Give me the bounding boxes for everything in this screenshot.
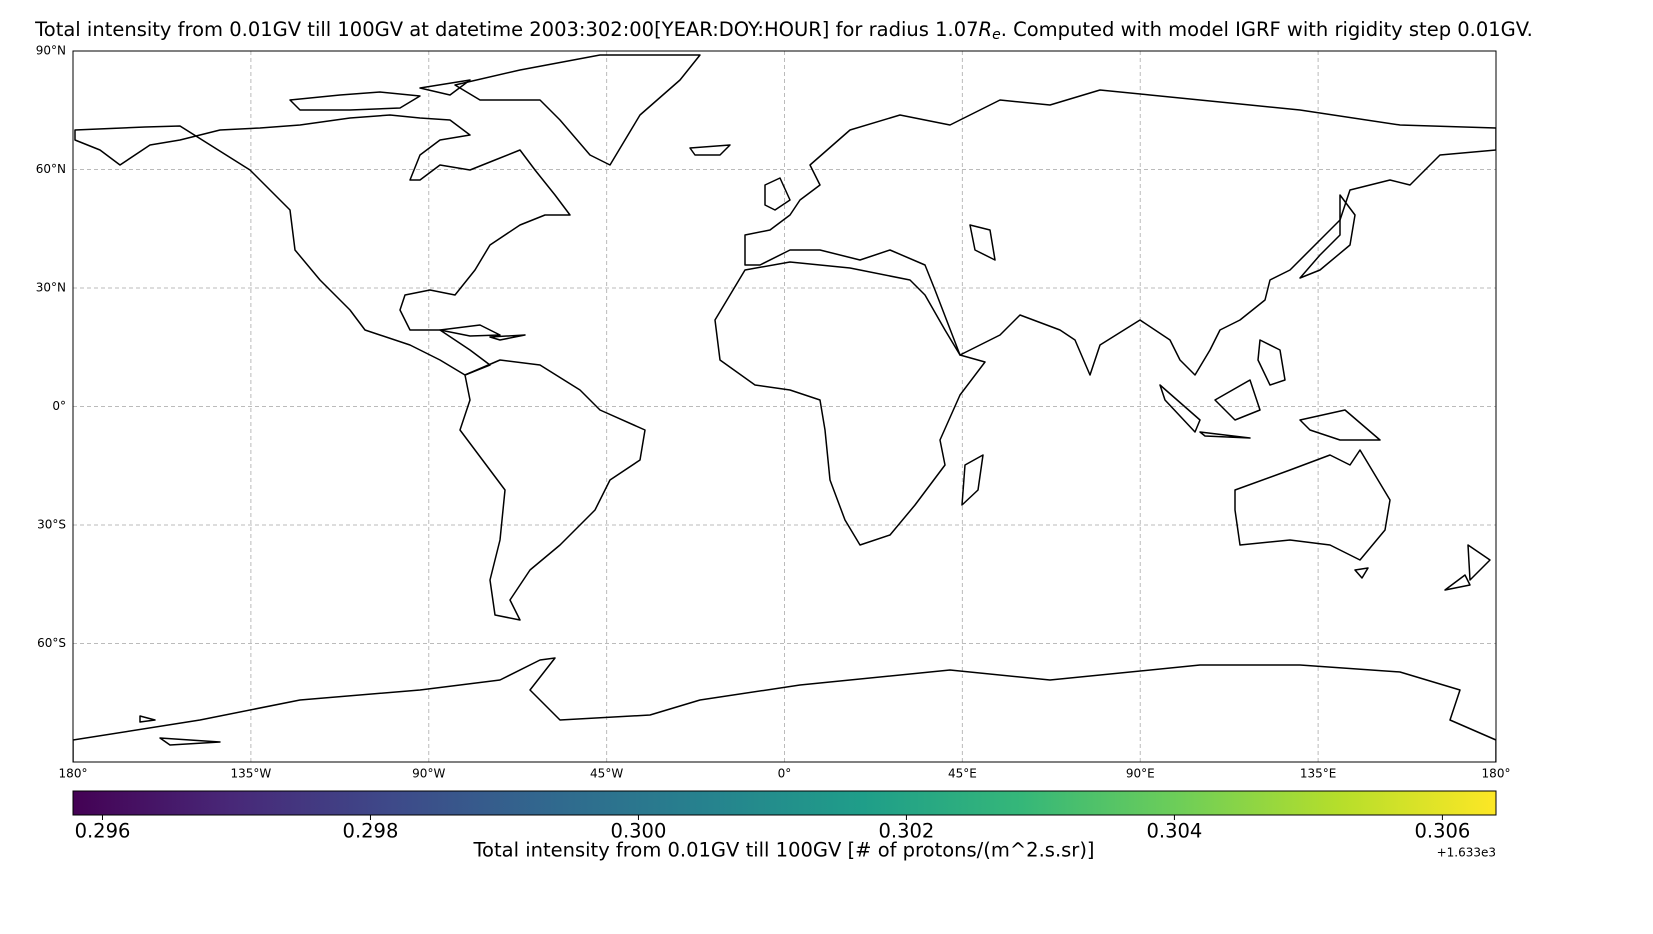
map-frame — [72, 50, 1497, 763]
x-tick-label: 90°E — [1126, 767, 1155, 781]
grid — [72, 50, 1497, 762]
title: Total intensity from 0.01GV till 100GV a… — [34, 18, 1533, 44]
colorbar-tick-label: 0.300 — [611, 820, 667, 843]
title-text: Total intensity from 0.01GV till 100GV a… — [34, 18, 978, 41]
y-tick-label: 30°N — [36, 281, 66, 295]
coastline — [454, 54, 701, 166]
coastline — [1159, 339, 1381, 441]
y-tick-label: 90°N — [36, 44, 66, 58]
colorbar-offset: +1.633e3 — [1437, 846, 1496, 860]
y-tick-label: 0° — [52, 399, 66, 413]
colorbar-label: Total intensity from 0.01GV till 100GV [… — [472, 839, 1094, 862]
title-text: . Computed with model IGRF with rigidity… — [1001, 18, 1533, 41]
coastline — [74, 114, 571, 376]
x-tick-label: 90°W — [412, 767, 445, 781]
colorbar-tick-label: 0.304 — [1147, 820, 1203, 843]
y-tick-label: 30°S — [37, 518, 66, 532]
x-tick-label: 135°E — [1300, 767, 1337, 781]
coastline — [459, 359, 646, 621]
x-tick-label: 180° — [1482, 767, 1511, 781]
colorbar-tick-label: 0.306 — [1414, 820, 1470, 843]
coastline — [1444, 544, 1491, 591]
colorbar-tick-label: 0.298 — [343, 820, 399, 843]
title-subscript: e — [992, 27, 1001, 43]
coastline — [714, 261, 986, 546]
coastline — [744, 89, 1496, 376]
x-tick-label: 45°E — [948, 767, 977, 781]
x-tick-label: 45°W — [590, 767, 623, 781]
x-tick-label: 0° — [778, 767, 792, 781]
coastline — [289, 79, 471, 111]
coastline — [439, 324, 526, 341]
colorbar — [72, 790, 1497, 816]
coastlines — [73, 54, 1496, 762]
title-symbol: R — [979, 18, 993, 41]
coastline — [73, 657, 1496, 762]
x-tick-label: 135°W — [230, 767, 271, 781]
colorbar-tick-label: 0.296 — [75, 820, 131, 843]
x-tick-label: 180° — [59, 767, 88, 781]
coastline — [961, 194, 1356, 506]
y-tick-label: 60°N — [36, 162, 66, 176]
y-tick-label: 60°S — [37, 636, 66, 650]
colorbar-tick-label: 0.302 — [879, 820, 935, 843]
coastline — [1234, 449, 1391, 579]
coastline — [689, 144, 996, 261]
